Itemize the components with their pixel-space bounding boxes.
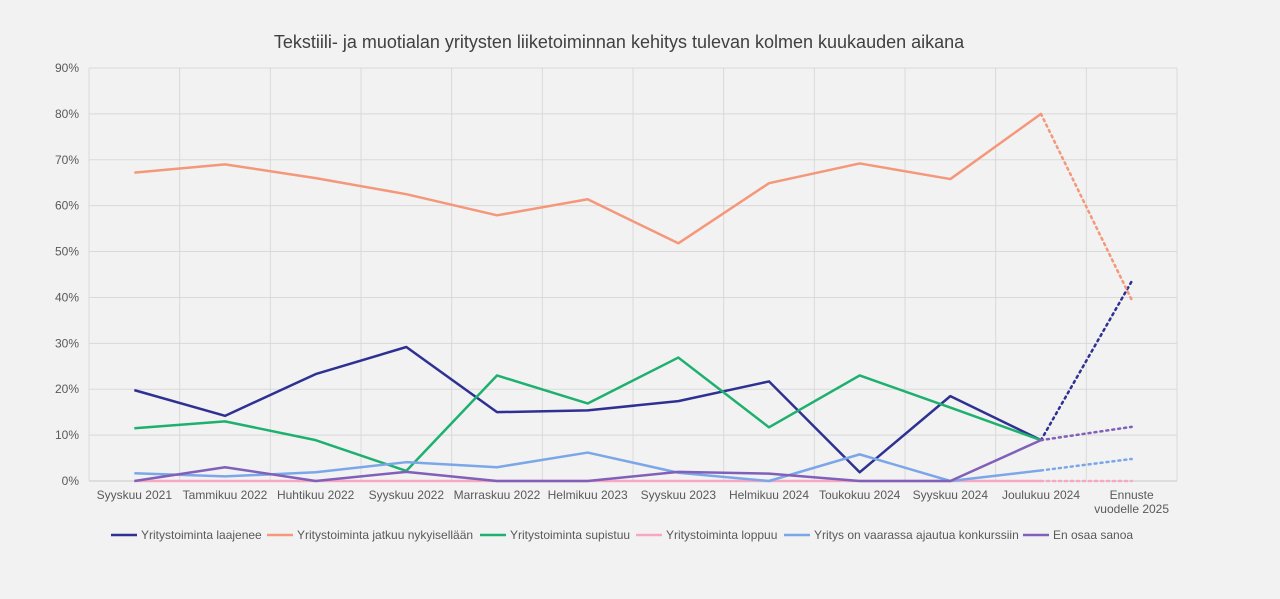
y-tick-label: 0% xyxy=(62,474,80,488)
legend-label: En osaa sanoa xyxy=(1053,528,1133,542)
y-tick-label: 40% xyxy=(55,290,79,304)
x-tick-label: Ennuste vuodelle 2025 xyxy=(1094,488,1169,516)
y-tick-label: 70% xyxy=(55,153,79,167)
legend-label: Yritystoiminta loppuu xyxy=(666,528,777,542)
legend-label: Yritystoiminta jatkuu nykyisellään xyxy=(297,528,473,542)
x-tick-label: Syyskuu 2024 xyxy=(913,488,989,502)
gridlines xyxy=(88,67,1178,482)
x-tick-label: Syyskuu 2021 xyxy=(97,488,173,502)
chart-title: Tekstiili- ja muotialan yritysten liiket… xyxy=(273,32,965,52)
legend-label: Yritystoiminta laajenee xyxy=(141,528,262,542)
x-axis-ticks: Syyskuu 2021 Tammikuu 2022 Huhtikuu 2022 Sy… xyxy=(97,488,1170,516)
series-line-4 xyxy=(134,451,1042,483)
legend-label: Yritystoiminta supistuu xyxy=(510,528,630,542)
y-tick-label: 60% xyxy=(55,199,79,213)
y-tick-label: 20% xyxy=(55,382,79,396)
x-tick-label: Helmikuu 2023 xyxy=(548,488,628,502)
x-tick-label: Toukokuu 2024 xyxy=(819,488,901,502)
series-line-5 xyxy=(134,439,1042,483)
forecast-line-4 xyxy=(1039,457,1133,472)
y-tick-label: 30% xyxy=(55,336,79,350)
y-tick-label: 50% xyxy=(55,245,79,259)
y-tick-label: 80% xyxy=(55,107,79,121)
x-tick-label: Helmikuu 2024 xyxy=(729,488,809,502)
x-tick-label: Syyskuu 2023 xyxy=(641,488,717,502)
series-line-1 xyxy=(134,112,1042,245)
forecast-line-0 xyxy=(1039,280,1133,442)
x-tick-label: Syyskuu 2022 xyxy=(369,488,445,502)
x-tick-label: Huhtikuu 2022 xyxy=(277,488,355,502)
y-axis-ticks: 0% 10% 20% 30% 40% 50% 60% 70% 80% 90% xyxy=(55,61,79,488)
legend: Yritystoiminta laajenee Yritystoiminta ja… xyxy=(111,528,1133,542)
series-line-0 xyxy=(133,345,1042,474)
legend-label: Yritys on vaarassa ajautua konkurssiin xyxy=(814,528,1019,542)
series-lines xyxy=(133,112,1133,483)
forecast-line-1 xyxy=(1039,112,1133,301)
x-tick-label: Joulukuu 2024 xyxy=(1002,488,1080,502)
y-tick-label: 10% xyxy=(55,428,79,442)
y-tick-label: 90% xyxy=(55,61,79,75)
x-tick-label: Marraskuu 2022 xyxy=(454,488,541,502)
series-line-2 xyxy=(134,356,1042,473)
x-tick-label: Tammikuu 2022 xyxy=(183,488,268,502)
